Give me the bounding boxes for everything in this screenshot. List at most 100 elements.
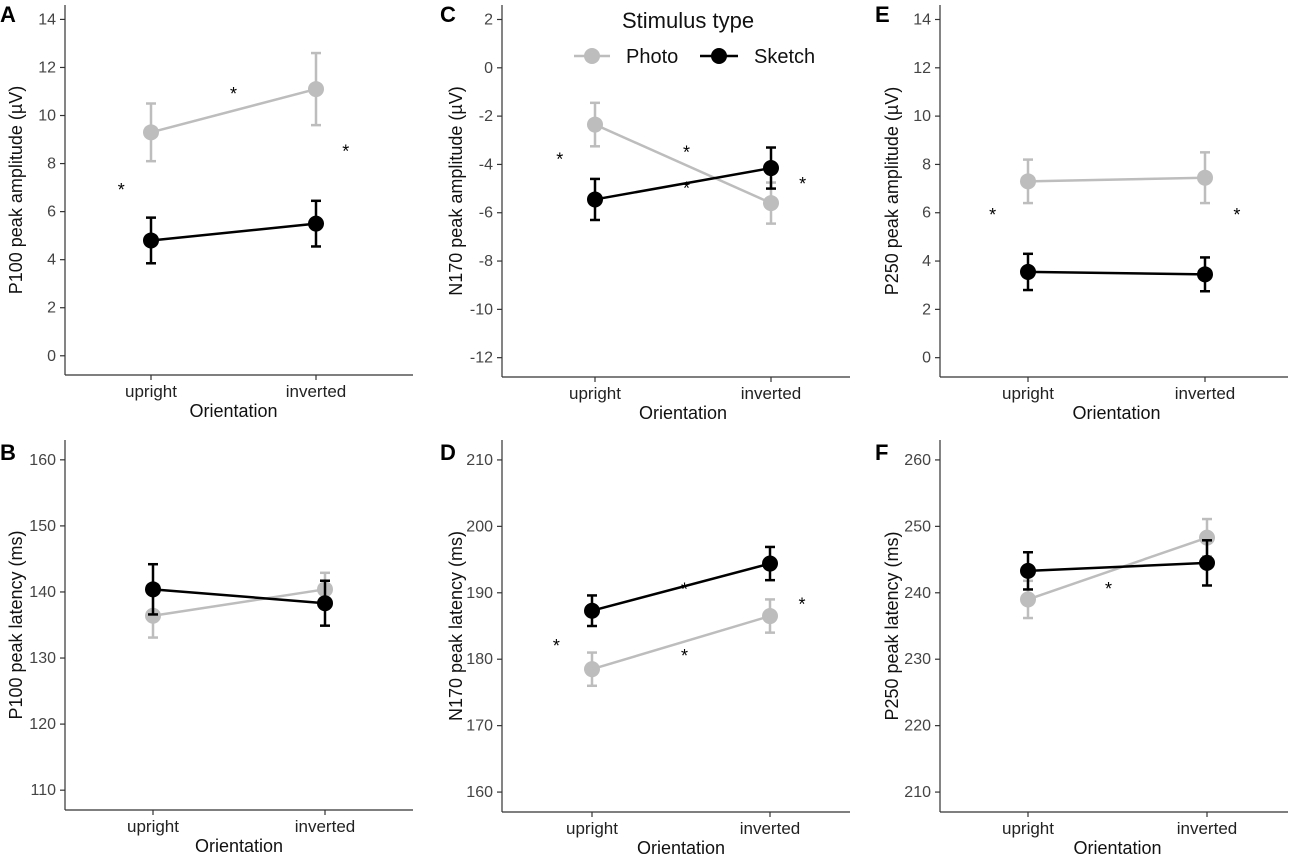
panel-letter: A [0,2,16,27]
x-axis-label: Orientation [639,403,727,423]
x-tick-label: upright [127,817,179,836]
y-tick-label: 12 [38,59,56,76]
series-sketch [584,545,778,628]
data-point [308,215,324,232]
legend-title: Stimulus type [622,8,754,33]
y-tick-label: 210 [466,452,493,469]
panel-d: D 160 170 180 190 200 210 upright inverted Orient… [440,440,850,858]
series-sketch [1020,252,1213,293]
x-axis-label: Orientation [637,838,725,858]
significance-marker: * [118,180,125,200]
y-tick-label: -6 [479,205,493,222]
y-tick-label: 160 [466,784,493,801]
data-point [762,555,778,572]
y-axis-label: N170 peak amplitude (µV) [446,86,466,295]
y-tick-label: 0 [922,350,931,367]
legend: Stimulus type Photo Sketch [574,8,815,68]
y-tick-label: 4 [922,253,931,270]
y-tick-label: 230 [904,651,931,668]
significance-marker: * [1105,579,1112,599]
y-tick-label: 12 [913,60,931,77]
series-line [594,123,772,205]
data-point [1197,266,1213,283]
y-tick-label: 0 [47,348,56,365]
y-tick-label: 190 [466,585,493,602]
panel-letter: B [0,440,16,465]
y-tick-label: 6 [47,204,56,221]
y-axis-label: P250 peak latency (ms) [882,531,902,720]
y-tick-label: 260 [904,452,931,469]
y-tick-label: 14 [913,11,931,28]
data-point [762,608,778,625]
significance-marker: * [683,179,690,199]
significance-marker: * [683,142,690,162]
series-line [1027,561,1208,573]
x-axis-label: Orientation [189,401,277,421]
series-photo [143,51,324,163]
y-tick-label: 110 [30,782,56,799]
legend-sketch-marker [711,48,727,64]
data-point [145,607,161,624]
series-line [1027,270,1206,276]
data-point [145,581,161,598]
y-tick-label: 8 [47,156,56,173]
data-point [317,595,333,612]
series-sketch [143,199,324,265]
series-line [150,87,317,134]
y-tick-label: 150 [29,518,56,535]
series-photo [584,598,778,688]
x-axis-label: Orientation [195,836,283,856]
y-tick-label: 170 [466,718,493,735]
data-point [1020,591,1036,608]
data-point [763,195,779,212]
data-point [143,124,159,141]
y-tick-label: 120 [29,716,56,733]
significance-marker: * [799,174,806,194]
series-line [1027,536,1208,601]
legend-photo-label: Photo [626,46,678,68]
data-point [143,232,159,249]
significance-marker: * [342,142,349,162]
data-point [1020,173,1036,190]
x-tick-label: upright [1002,384,1054,403]
x-tick-label: upright [125,382,177,401]
significance-marker: * [556,150,563,170]
series-sketch [587,146,779,222]
y-tick-label: 2 [47,300,56,317]
y-tick-label: 210 [904,784,931,801]
y-tick-label: -4 [479,156,493,173]
x-axis-label: Orientation [1073,838,1161,858]
panel-f: F 210 220 230 240 250 260 upright inverted Orient… [875,440,1288,858]
y-tick-label: 160 [29,452,56,469]
significance-marker: * [1233,205,1240,225]
data-point [1197,169,1213,186]
y-tick-label: 2 [484,11,493,28]
panel-letter: E [875,2,890,27]
data-point [308,81,324,98]
significance-marker: * [681,646,688,666]
series-line [591,562,771,612]
data-point [1020,263,1036,280]
series-sketch [145,562,333,627]
data-point [587,116,603,133]
data-point [1020,562,1036,579]
y-tick-label: 10 [913,108,931,125]
y-axis-label: P250 peak amplitude (µV) [882,87,902,296]
y-axis-label: P100 peak latency (ms) [6,530,26,719]
data-point [587,191,603,208]
series-line [152,588,326,605]
panel-a: A 0 2 4 6 8 10 12 14 upright inverted Orientation P1… [0,2,413,421]
y-tick-label: 130 [29,650,56,667]
significance-marker: * [230,84,237,104]
x-tick-label: inverted [286,382,346,401]
x-tick-label: upright [569,384,621,403]
y-tick-label: 140 [29,584,56,601]
y-tick-label: 220 [904,718,931,735]
y-tick-label: 240 [904,585,931,602]
x-tick-label: inverted [1177,819,1237,838]
x-tick-label: inverted [740,819,800,838]
significance-marker: * [799,595,806,615]
y-axis-label: N170 peak latency (ms) [446,531,466,721]
series-photo [1020,151,1213,205]
